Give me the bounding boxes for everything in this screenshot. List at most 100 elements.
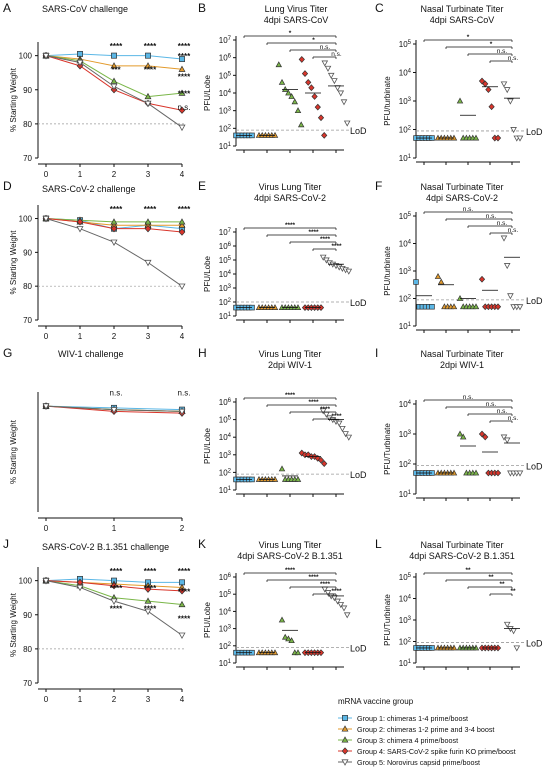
data-point-B-group-3 xyxy=(294,107,302,114)
y-tick-label-F: 104 xyxy=(399,240,412,249)
legend-marker-group-5 xyxy=(341,759,349,766)
y-tick-label-A: 100 xyxy=(19,52,33,61)
data-point-F-group-1 xyxy=(429,304,435,310)
data-point-B-group-5 xyxy=(334,85,341,92)
data-point-B-group-5 xyxy=(331,78,338,85)
lod-label-E: LoD xyxy=(350,298,367,308)
chart-title-B: 4dpi SARS-CoV xyxy=(264,15,329,25)
chart-title-D: SARS-CoV-2 challenge xyxy=(42,184,136,194)
data-point-D-group-4 xyxy=(76,218,84,226)
data-point-K-group-5 xyxy=(340,605,348,612)
data-point-D-group-4 xyxy=(110,225,118,233)
significance-label-C: * xyxy=(490,41,493,48)
chart-title-A: SARS-CoV challenge xyxy=(42,4,128,14)
data-point-A-group-1 xyxy=(179,56,185,63)
x-tick-label-D: 0 xyxy=(44,332,49,341)
significance-label-J: **** xyxy=(144,584,157,593)
data-point-J-group-5 xyxy=(144,608,152,616)
significance-label-J: **** xyxy=(144,567,157,576)
chart-title-C: Nasal Turbinate Titer xyxy=(420,4,503,14)
data-point-D-group-3 xyxy=(178,218,186,225)
significance-label-I: n.s. xyxy=(463,394,474,401)
data-point-H-group-5 xyxy=(319,408,327,415)
data-point-D-group-4 xyxy=(178,228,186,236)
significance-label-J: **** xyxy=(110,567,123,576)
y-tick-label-E: 101 xyxy=(219,312,232,321)
significance-label-A: **** xyxy=(144,66,157,75)
data-point-L-group-5 xyxy=(510,628,517,635)
y-tick-label-D: 70 xyxy=(23,316,32,325)
y-tick-label-F: 101 xyxy=(399,322,412,331)
data-point-D-group-5 xyxy=(76,226,84,233)
chart-title-J: SARS-CoV-2 B.1.351 challenge xyxy=(42,542,169,552)
data-point-F-group-2 xyxy=(450,303,458,310)
y-tick-label-J: 90 xyxy=(23,611,32,620)
y-tick-label-F: 103 xyxy=(399,267,412,276)
data-point-K-group-5 xyxy=(343,612,351,619)
data-point-K-group-3 xyxy=(285,635,292,642)
data-point-J-group-3 xyxy=(144,597,152,604)
significance-label-E: **** xyxy=(331,243,342,250)
y-tick-label-C: 101 xyxy=(399,154,412,163)
x-tick-label-J: 2 xyxy=(112,695,117,704)
data-point-H-group-4 xyxy=(317,456,325,464)
legend-marker-group-2 xyxy=(341,725,349,732)
y-axis-label-K: PFU/Lobe xyxy=(203,601,212,638)
y-tick-label-L: 102 xyxy=(399,638,412,647)
lod-label-B: LoD xyxy=(350,126,367,136)
chart-title-I: Nasal Turbinate Titer xyxy=(420,349,503,359)
legend-marker-group-4 xyxy=(341,747,349,755)
y-tick-label-E: 107 xyxy=(219,228,232,237)
data-point-E-group-5 xyxy=(323,257,330,264)
significance-label-L: ** xyxy=(465,567,471,574)
y-tick-label-K: 101 xyxy=(219,659,232,668)
data-point-K-group-5 xyxy=(324,590,332,597)
data-point-H-group-4 xyxy=(321,460,328,467)
significance-label-F: n.s. xyxy=(497,220,508,227)
y-tick-label-B: 101 xyxy=(219,142,232,151)
data-point-A-group-5 xyxy=(42,53,50,60)
data-point-B-group-3 xyxy=(288,93,295,99)
y-tick-label-I: 104 xyxy=(399,400,412,409)
significance-label-F: n.s. xyxy=(486,213,497,220)
panel-letter-D: D xyxy=(3,179,12,193)
x-tick-label-G: 0 xyxy=(44,524,49,533)
legend-label-group-4: Group 4: SARS-CoV-2 spike furin KO prime… xyxy=(357,747,516,756)
data-point-K-group-5 xyxy=(337,602,345,609)
data-point-J-group-5 xyxy=(110,598,118,605)
y-axis-label-A: % Starting Weight xyxy=(9,67,18,132)
panel-letter-I: I xyxy=(375,346,378,360)
data-point-J-group-4 xyxy=(144,585,152,593)
significance-label-B: n.s. xyxy=(320,44,331,51)
data-point-A-group-2 xyxy=(178,65,186,72)
data-point-B-group-5 xyxy=(337,90,345,97)
x-tick-label-J: 1 xyxy=(78,695,83,704)
significance-label-A: **** xyxy=(178,73,191,82)
data-point-H-group-3 xyxy=(294,475,302,482)
lod-label-C: LoD xyxy=(526,127,543,137)
significance-label-L: ** xyxy=(510,588,516,595)
significance-label-K: **** xyxy=(285,567,296,574)
significance-label-B: n.s. xyxy=(331,51,342,58)
data-point-A-group-5 xyxy=(144,100,152,108)
data-point-J-group-5 xyxy=(42,578,50,585)
y-axis-label-H: PFU/Lobe xyxy=(203,427,212,464)
data-point-F-group-5 xyxy=(507,293,514,300)
y-tick-label-H: 105 xyxy=(219,416,232,425)
y-tick-label-A: 70 xyxy=(23,154,32,163)
y-tick-label-C: 102 xyxy=(399,126,412,135)
x-tick-label-J: 0 xyxy=(44,695,49,704)
y-axis-label-G: % Starting Weight xyxy=(9,419,18,484)
chart-title-I: 2dpi WIV-1 xyxy=(440,360,484,370)
data-point-G-group-5 xyxy=(42,403,50,410)
significance-label-A: **** xyxy=(178,52,191,61)
significance-label-J: **** xyxy=(110,584,123,593)
y-tick-label-B: 102 xyxy=(219,124,232,133)
data-point-K-group-3 xyxy=(281,633,289,640)
y-axis-label-I: PFU/Turbinate xyxy=(383,423,392,475)
lod-label-F: LoD xyxy=(526,296,543,306)
data-point-I-group-4 xyxy=(482,433,489,441)
y-tick-label-B: 103 xyxy=(219,107,232,116)
y-tick-label-K: 106 xyxy=(219,573,232,582)
significance-label-K: **** xyxy=(308,574,319,581)
